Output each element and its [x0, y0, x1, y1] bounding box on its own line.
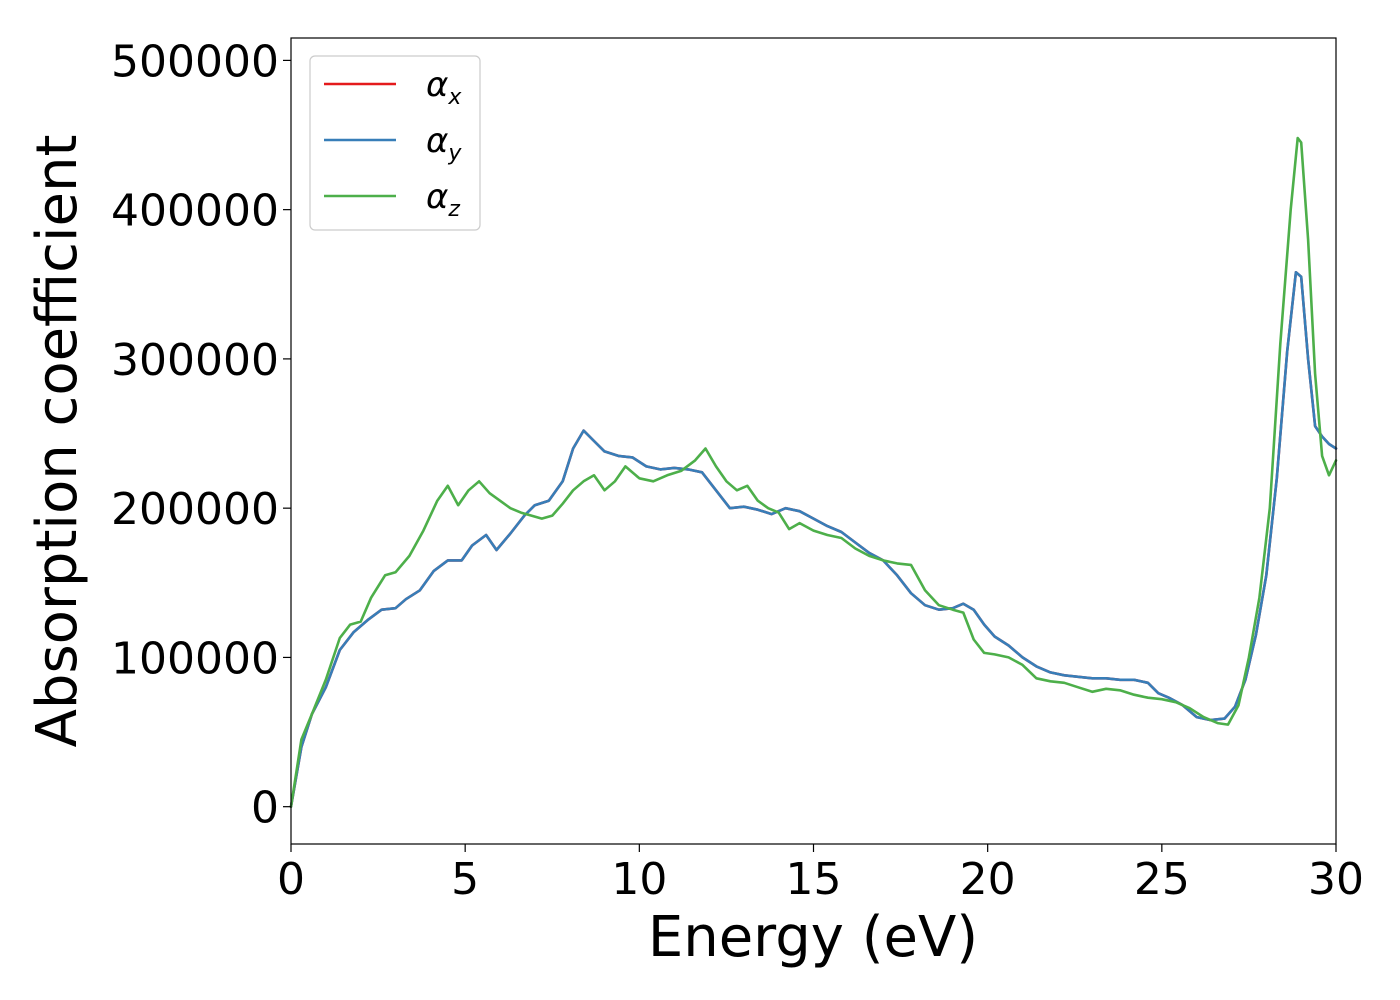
series-line-z: [289, 136, 1338, 809]
x-tick-label: 10: [611, 854, 667, 905]
x-tick-label: 15: [786, 854, 842, 905]
legend-label-z: αz: [426, 177, 460, 222]
legend: αx αy αz: [309, 55, 481, 231]
y-tick-label: 300000: [111, 335, 279, 386]
x-tick-label: 5: [451, 854, 479, 905]
legend-box: [309, 55, 481, 231]
y-axis-ticks: 0 100000 200000 300000 400000 500000: [111, 36, 291, 834]
y-tick-label: 100000: [111, 633, 279, 684]
y-tick-label: 0: [251, 783, 279, 834]
series-layer: [289, 136, 1338, 809]
x-tick-label: 20: [960, 854, 1016, 905]
y-tick-label: 200000: [111, 484, 279, 535]
legend-label-x: αx: [426, 65, 462, 110]
x-tick-label: 0: [277, 854, 305, 905]
x-tick-label: 30: [1308, 854, 1364, 905]
x-axis-title: Energy (eV): [648, 905, 978, 970]
x-tick-label: 25: [1134, 854, 1190, 905]
y-axis-title: Absorption coefficient: [25, 135, 90, 748]
y-tick-label: 400000: [111, 186, 279, 237]
y-tick-label: 500000: [111, 36, 279, 87]
x-axis-ticks: 0 5 10 15 20 25 30: [277, 844, 1364, 905]
legend-label-y: αy: [426, 121, 462, 166]
